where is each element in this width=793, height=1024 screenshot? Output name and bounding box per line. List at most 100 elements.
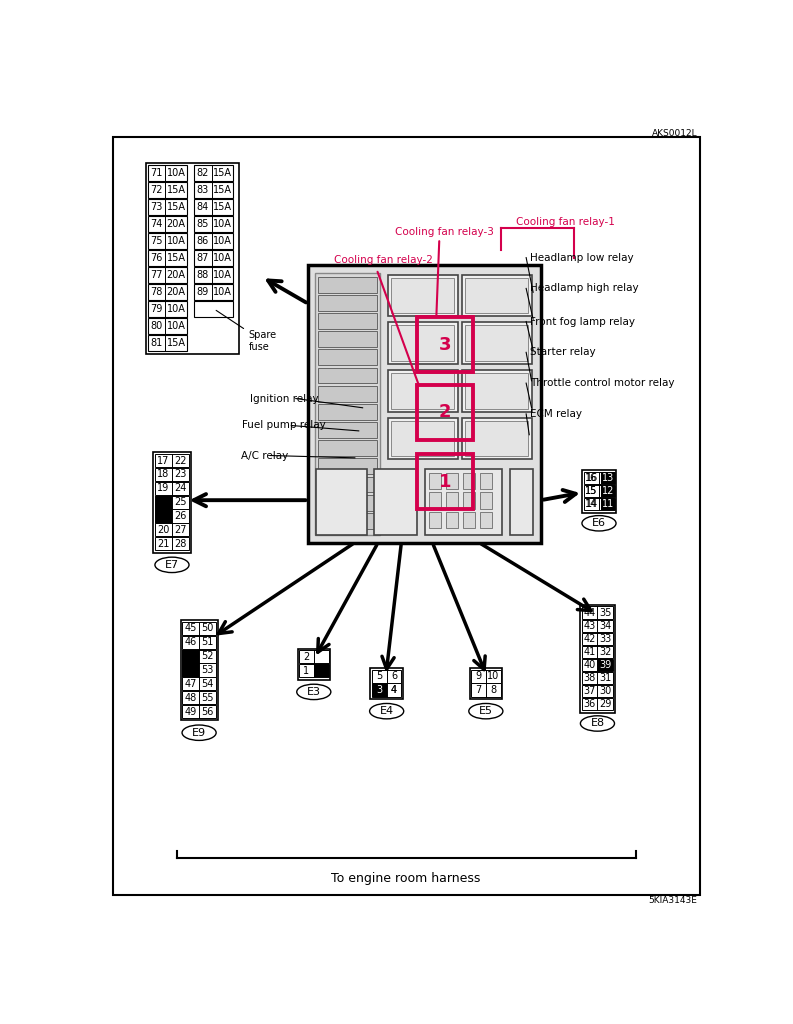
FancyBboxPatch shape <box>372 683 387 696</box>
Text: 10A: 10A <box>213 237 232 246</box>
FancyBboxPatch shape <box>148 284 186 300</box>
Text: 45: 45 <box>185 624 197 634</box>
FancyBboxPatch shape <box>319 403 377 420</box>
Text: 72: 72 <box>150 185 163 196</box>
FancyBboxPatch shape <box>465 278 528 313</box>
Text: 76: 76 <box>151 253 163 263</box>
Text: Fuel pump relay: Fuel pump relay <box>243 421 326 430</box>
Text: 77: 77 <box>150 270 163 280</box>
Text: 15A: 15A <box>213 168 232 178</box>
FancyBboxPatch shape <box>462 473 475 489</box>
FancyBboxPatch shape <box>582 606 613 618</box>
FancyBboxPatch shape <box>319 422 377 438</box>
Text: 33: 33 <box>599 634 611 644</box>
FancyBboxPatch shape <box>372 683 401 696</box>
Text: 28: 28 <box>174 539 186 549</box>
Text: 54: 54 <box>201 679 214 689</box>
FancyBboxPatch shape <box>148 199 186 215</box>
FancyBboxPatch shape <box>319 332 377 347</box>
FancyBboxPatch shape <box>462 493 475 509</box>
FancyBboxPatch shape <box>389 274 458 316</box>
Text: 15: 15 <box>585 486 598 496</box>
Text: 50: 50 <box>201 624 214 634</box>
Text: 14: 14 <box>585 499 597 509</box>
FancyBboxPatch shape <box>182 636 216 649</box>
FancyBboxPatch shape <box>182 622 216 635</box>
FancyBboxPatch shape <box>582 685 613 697</box>
Text: Starter relay: Starter relay <box>530 347 596 357</box>
Text: 32: 32 <box>599 647 611 656</box>
FancyBboxPatch shape <box>297 649 330 680</box>
Text: 47: 47 <box>185 679 197 689</box>
FancyBboxPatch shape <box>194 301 233 316</box>
Text: 55: 55 <box>201 692 214 702</box>
Text: 51: 51 <box>201 637 214 647</box>
FancyBboxPatch shape <box>148 182 186 199</box>
Text: 25: 25 <box>174 497 186 507</box>
FancyBboxPatch shape <box>181 621 218 721</box>
Text: 19: 19 <box>157 483 170 494</box>
FancyBboxPatch shape <box>391 373 454 409</box>
FancyBboxPatch shape <box>597 658 613 671</box>
Text: 88: 88 <box>197 270 209 280</box>
FancyBboxPatch shape <box>155 523 189 537</box>
Text: 24: 24 <box>174 483 186 494</box>
Text: 15A: 15A <box>167 185 186 196</box>
FancyBboxPatch shape <box>299 650 328 664</box>
FancyBboxPatch shape <box>319 349 377 366</box>
Text: 20A: 20A <box>167 270 186 280</box>
FancyBboxPatch shape <box>153 453 190 553</box>
FancyBboxPatch shape <box>148 250 186 266</box>
Text: 46: 46 <box>185 637 197 647</box>
Text: 36: 36 <box>584 699 596 710</box>
FancyBboxPatch shape <box>194 165 233 181</box>
FancyBboxPatch shape <box>465 421 528 457</box>
Text: 83: 83 <box>197 185 209 196</box>
Text: 15A: 15A <box>167 338 186 348</box>
FancyBboxPatch shape <box>391 326 454 360</box>
Text: 16: 16 <box>585 473 597 483</box>
FancyBboxPatch shape <box>148 165 186 181</box>
Text: E8: E8 <box>590 719 604 728</box>
Ellipse shape <box>582 515 616 531</box>
Text: 30: 30 <box>599 686 611 696</box>
FancyBboxPatch shape <box>194 199 233 215</box>
FancyBboxPatch shape <box>374 469 417 535</box>
Text: 52: 52 <box>201 651 214 662</box>
Text: E6: E6 <box>592 518 606 528</box>
Text: 3: 3 <box>376 685 382 695</box>
Text: 13: 13 <box>602 473 614 483</box>
Ellipse shape <box>370 703 404 719</box>
FancyBboxPatch shape <box>584 484 615 497</box>
Text: 82: 82 <box>197 168 209 178</box>
Text: 37: 37 <box>584 686 596 696</box>
FancyBboxPatch shape <box>480 512 492 528</box>
FancyBboxPatch shape <box>446 512 458 528</box>
FancyBboxPatch shape <box>469 668 502 698</box>
FancyBboxPatch shape <box>428 512 441 528</box>
Text: 4: 4 <box>391 685 396 695</box>
FancyBboxPatch shape <box>182 649 199 663</box>
FancyBboxPatch shape <box>462 418 531 460</box>
FancyBboxPatch shape <box>155 509 189 522</box>
Text: 21: 21 <box>157 539 170 549</box>
Text: 2: 2 <box>439 403 451 422</box>
Text: 44: 44 <box>584 607 596 617</box>
FancyBboxPatch shape <box>319 386 377 401</box>
Text: 80: 80 <box>151 321 163 331</box>
FancyBboxPatch shape <box>155 538 189 550</box>
Text: 86: 86 <box>197 237 209 246</box>
FancyBboxPatch shape <box>391 278 454 313</box>
Ellipse shape <box>155 557 189 572</box>
Ellipse shape <box>580 716 615 731</box>
Text: 13: 13 <box>600 473 613 483</box>
FancyBboxPatch shape <box>582 646 613 658</box>
FancyBboxPatch shape <box>182 649 216 663</box>
FancyBboxPatch shape <box>480 493 492 509</box>
Text: 23: 23 <box>174 469 186 479</box>
FancyBboxPatch shape <box>319 295 377 311</box>
FancyBboxPatch shape <box>584 472 615 484</box>
Text: 79: 79 <box>151 304 163 313</box>
FancyBboxPatch shape <box>146 163 239 354</box>
FancyBboxPatch shape <box>428 473 441 489</box>
